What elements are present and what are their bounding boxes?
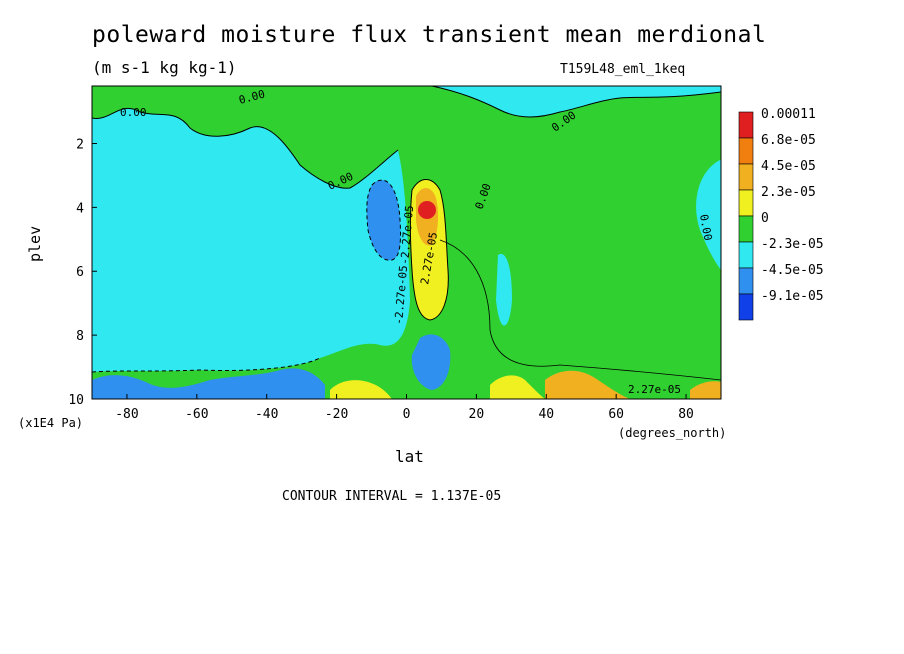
- run-label: T159L48_eml_1keq: [560, 62, 686, 77]
- x-axis-ticks: -80 -60 -40 -20 0 20 40 60 80: [115, 394, 694, 422]
- x-tick-label: -20: [325, 407, 348, 422]
- x-tick-label: -80: [115, 407, 138, 422]
- contour-field: [92, 86, 721, 399]
- zero-contour-north: [431, 86, 721, 118]
- x-tick-label: 40: [538, 407, 554, 422]
- legend-label: 2.3e-05: [761, 185, 816, 200]
- legend-swatch: [738, 111, 754, 139]
- negative-patch-low: [411, 334, 451, 390]
- legend-swatch: [738, 215, 754, 243]
- legend-label: 4.5e-05: [761, 159, 816, 174]
- chart-subtitle: (m s-1 kg kg-1): [92, 58, 237, 77]
- negative-region-north-top: [432, 86, 721, 117]
- legend-swatch: [738, 267, 754, 295]
- contour-labels: 0.00 0.00 0.00 0.00 0.00 0.00 2.27e-05 2…: [120, 87, 714, 396]
- contour-label-9: -2.27e-05: [392, 265, 410, 326]
- surface-positive-north3: [690, 381, 721, 399]
- color-legend: 0.00011 6.8e-05 4.5e-05 2.3e-05 0 -2.3e-05 -4.…: [738, 107, 824, 321]
- y-axis-units: (x1E4 Pa): [18, 416, 84, 430]
- y-tick-label: 10: [68, 393, 84, 408]
- surface-positive-equator: [330, 380, 392, 399]
- chart-title: poleward moisture flux transient mean me…: [92, 22, 767, 48]
- negative-contour-low: [92, 357, 321, 373]
- x-tick-label: 20: [469, 407, 485, 422]
- x-tick-label: -40: [255, 407, 278, 422]
- surface-positive-north1: [490, 375, 545, 399]
- negative-region-south: [92, 108, 410, 372]
- contour-label-7: 2.27e-05: [628, 383, 681, 396]
- legend-label: -2.3e-05: [761, 237, 824, 252]
- contour-label-0: 0.00: [120, 106, 147, 119]
- legend-swatch: [738, 137, 754, 165]
- contour-lines: [92, 86, 721, 381]
- contour-interval-note: CONTOUR INTERVAL = 1.137E-05: [282, 489, 502, 504]
- legend-label: -9.1e-05: [761, 289, 824, 304]
- legend-swatch: [738, 163, 754, 191]
- zero-contour-south: [92, 107, 399, 189]
- y-axis-ticks: 2 4 6 8 10: [68, 137, 97, 408]
- negative-region-north-edge: [696, 160, 721, 270]
- legend-swatch: [738, 241, 754, 269]
- legend-label: 0: [761, 211, 769, 226]
- legend-swatch: [738, 189, 754, 217]
- x-axis-label: lat: [395, 447, 424, 466]
- y-tick-label: 2: [76, 137, 84, 152]
- legend-label: 0.00011: [761, 107, 816, 122]
- y-tick-label: 4: [76, 201, 84, 216]
- x-axis-units: (degrees_north): [618, 426, 727, 440]
- contour-label-5: 0.00: [697, 213, 714, 241]
- positive-maximum: [418, 201, 436, 219]
- x-tick-label: 0: [403, 407, 411, 422]
- x-tick-label: -60: [185, 407, 208, 422]
- negative-contour: [366, 179, 401, 261]
- x-tick-label: 80: [678, 407, 694, 422]
- negative-column: [366, 180, 401, 261]
- surface-negative-south: [92, 368, 325, 399]
- legend-label: -4.5e-05: [761, 263, 824, 278]
- surface-positive-north2: [545, 370, 630, 399]
- contour-label-8: -2.27e-05: [398, 205, 416, 266]
- y-tick-label: 8: [76, 329, 84, 344]
- legend-label: 6.8e-05: [761, 133, 816, 148]
- legend-swatch: [738, 293, 754, 321]
- x-tick-label: 60: [608, 407, 624, 422]
- negative-patch-north: [496, 253, 512, 326]
- positive-contour: [410, 179, 449, 321]
- positive-contour-north: [439, 239, 721, 381]
- y-tick-label: 6: [76, 265, 84, 280]
